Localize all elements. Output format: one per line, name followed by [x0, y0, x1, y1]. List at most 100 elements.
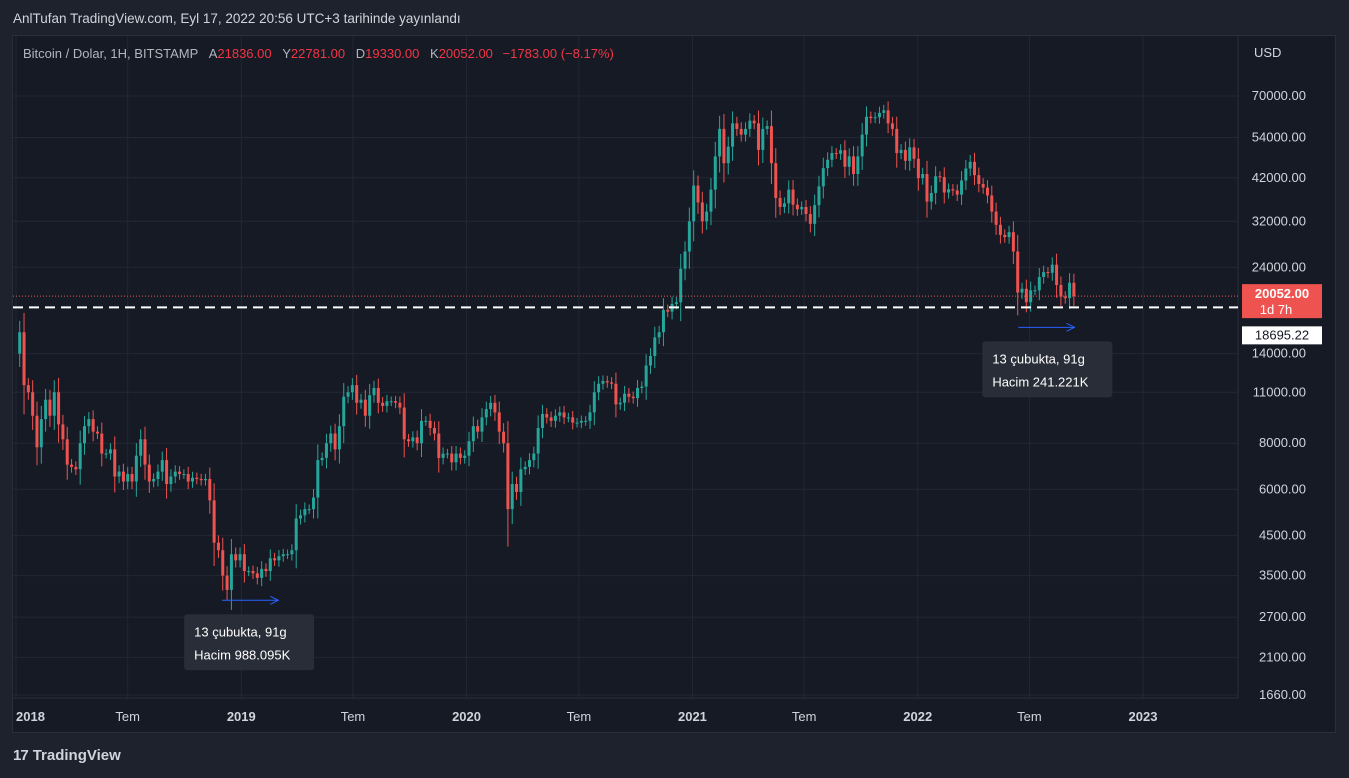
- candle-body: [523, 466, 527, 470]
- candle-body: [100, 433, 104, 454]
- candle-body: [463, 455, 467, 458]
- candle-body: [756, 123, 760, 150]
- candle-body: [419, 420, 423, 444]
- high-label: Y: [282, 46, 291, 61]
- candle-body: [484, 409, 488, 418]
- candle-body: [346, 392, 350, 397]
- candle-body: [450, 453, 454, 463]
- candle-body: [467, 441, 471, 456]
- candle-body: [545, 414, 549, 418]
- candle-body: [191, 477, 195, 482]
- price-tick-label: 4500.00: [1259, 527, 1306, 542]
- candle-body: [571, 417, 575, 423]
- candle-body: [350, 385, 354, 393]
- time-tick-label: 2023: [1129, 709, 1158, 724]
- candle-body: [847, 156, 851, 167]
- price-tick-label: 3500.00: [1259, 568, 1306, 583]
- candle-body: [247, 571, 251, 573]
- candle-body: [631, 396, 635, 399]
- candle-body: [1007, 232, 1011, 238]
- candle-body: [821, 168, 825, 187]
- level-price-badge: [1242, 326, 1322, 345]
- candle-body: [61, 424, 65, 440]
- candle-body: [199, 478, 203, 481]
- candle-body: [964, 168, 968, 181]
- candle-body: [692, 185, 696, 222]
- low-label: D: [355, 46, 366, 61]
- candle-body: [65, 439, 69, 465]
- candle-body: [251, 571, 255, 574]
- candle-body: [579, 420, 583, 423]
- symbol-label[interactable]: Bitcoin / Dolar, 1H, BITSTAMP: [23, 46, 199, 61]
- candle-body: [532, 453, 536, 461]
- candle-body: [74, 466, 78, 470]
- candle-body: [1033, 290, 1037, 292]
- candle-body: [960, 180, 964, 195]
- candle-body: [372, 387, 376, 396]
- candle-body: [70, 464, 74, 467]
- candle-body: [381, 402, 385, 406]
- candle-body: [774, 163, 778, 199]
- price-tick-label: 42000.00: [1252, 170, 1306, 185]
- candle-body: [610, 382, 614, 384]
- high-value: 22781.00: [290, 46, 346, 61]
- time-tick-label: Tem: [1017, 709, 1042, 724]
- candle-body: [813, 205, 817, 224]
- candle-body: [1011, 232, 1015, 252]
- candle-body: [303, 509, 307, 516]
- candle-body: [925, 174, 929, 202]
- candle-body: [91, 419, 95, 432]
- level-price-label: 18695.22: [1255, 327, 1309, 342]
- candle-body: [744, 128, 748, 135]
- chart-pane[interactable]: 13 çubukta, 91g Hacim 988.095K 13 çubukta,…: [12, 35, 1336, 733]
- candle-body: [355, 385, 359, 403]
- candle-body: [852, 156, 856, 175]
- candle-body: [428, 420, 432, 428]
- candle-body: [493, 402, 497, 413]
- candle-body: [722, 128, 726, 164]
- candle-body: [683, 251, 687, 269]
- candle-body: [588, 412, 592, 421]
- candle-body: [316, 460, 320, 498]
- range-arrow-head: [270, 595, 280, 605]
- tradingview-logo[interactable]: 17 TradingView: [13, 747, 121, 764]
- candle-body: [1055, 264, 1059, 285]
- price-tick-label: 54000.00: [1252, 130, 1306, 145]
- candle-body: [359, 399, 363, 403]
- candle-body: [748, 120, 752, 129]
- candle-body: [1020, 288, 1024, 293]
- candle-body: [178, 471, 182, 475]
- candle-body: [273, 558, 277, 561]
- candle-body: [441, 453, 445, 458]
- candle-body: [324, 443, 328, 458]
- candle-body: [87, 419, 91, 427]
- candle-body: [277, 556, 281, 561]
- candle-body: [908, 147, 912, 161]
- candle-body: [575, 422, 579, 424]
- candle-body: [376, 387, 380, 403]
- low-value: 19330.00: [365, 46, 420, 61]
- candle-body: [329, 433, 333, 444]
- candle-body: [696, 185, 700, 203]
- price-tick-label: 8000.00: [1259, 435, 1306, 450]
- price-tick-label: 2100.00: [1259, 649, 1306, 664]
- candle-body: [515, 484, 519, 492]
- close-value: 20052.00: [438, 46, 493, 61]
- candle-body: [294, 518, 298, 551]
- candle-body: [886, 110, 890, 124]
- candle-body: [605, 381, 609, 383]
- candle-body: [238, 554, 242, 561]
- candle-body: [782, 203, 786, 207]
- candlestick-chart[interactable]: 13 çubukta, 91g Hacim 988.095K 13 çubukta,…: [13, 36, 1336, 733]
- candle-body: [1037, 276, 1041, 291]
- candle-body: [636, 387, 640, 399]
- candle-body: [229, 554, 233, 590]
- candle-body: [1072, 282, 1076, 297]
- candle-body: [648, 355, 652, 366]
- candle-body: [830, 153, 834, 160]
- candle-body: [48, 399, 52, 416]
- candle-body: [895, 128, 899, 154]
- candle-body: [947, 189, 951, 193]
- candle-body: [480, 417, 484, 432]
- time-tick-label: 2021: [678, 709, 707, 724]
